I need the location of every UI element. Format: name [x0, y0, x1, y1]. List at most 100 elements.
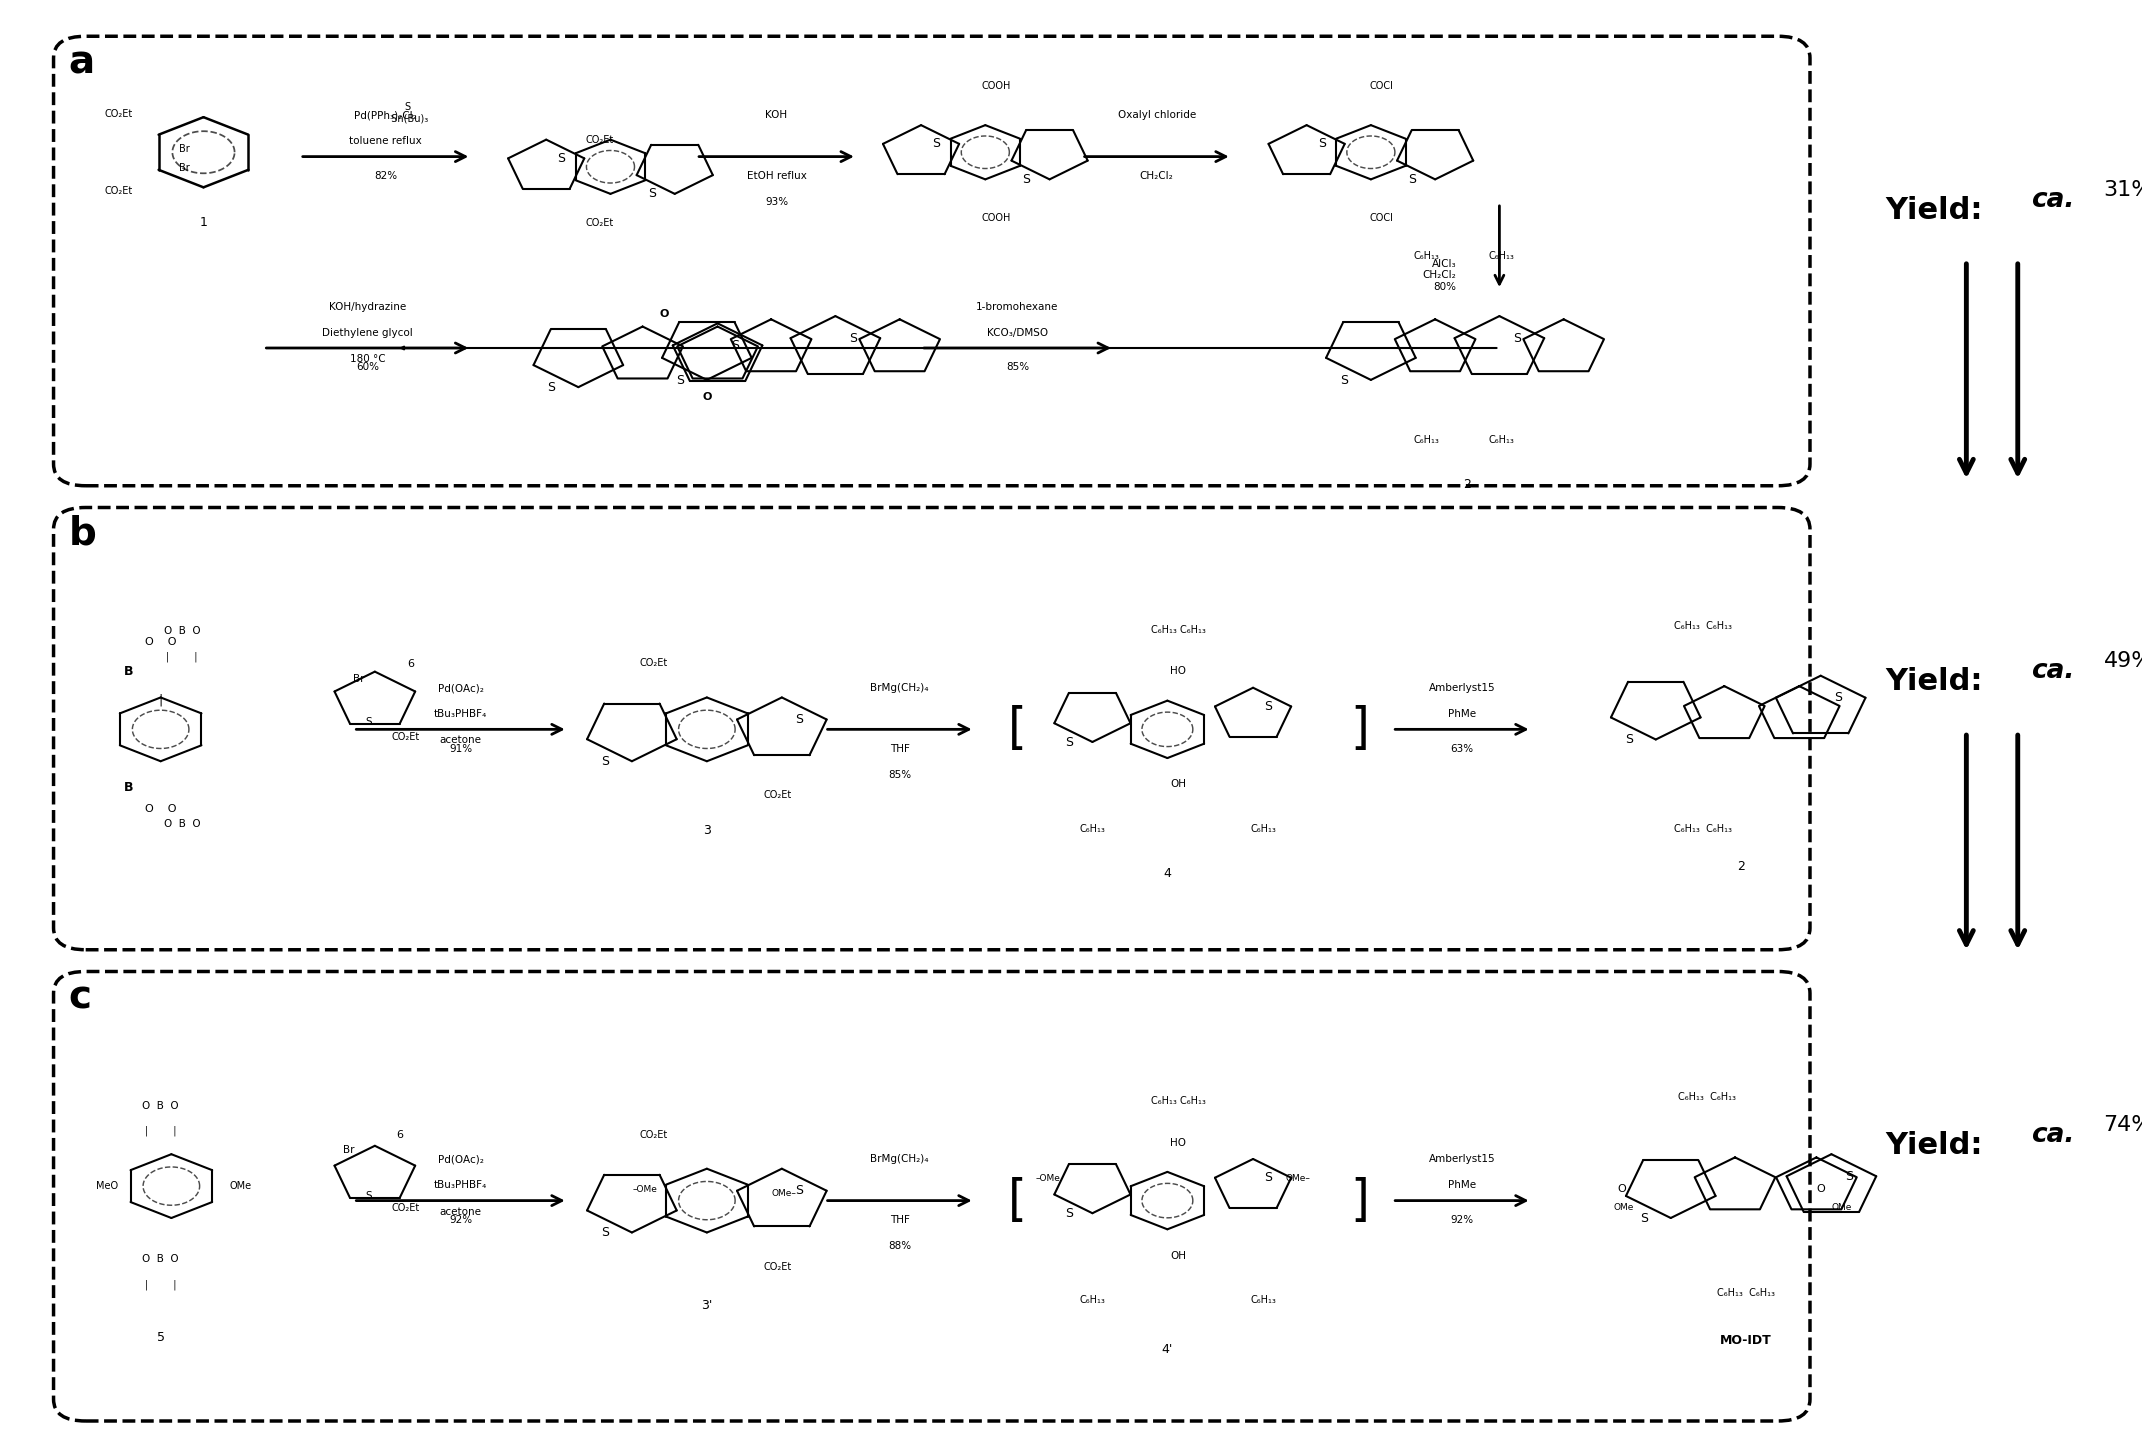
Text: 6: 6	[407, 660, 413, 668]
Text: PhMe: PhMe	[1448, 1180, 1476, 1190]
Text: MO-IDT: MO-IDT	[1720, 1334, 1771, 1347]
Text: OH: OH	[1170, 780, 1187, 789]
Text: ]: ]	[1352, 705, 1369, 754]
Text: S: S	[1022, 173, 1030, 186]
Text: S: S	[1264, 1172, 1272, 1185]
Text: O  B  O: O B O	[141, 1254, 180, 1263]
Text: ca.: ca.	[2031, 187, 2073, 213]
Text: C₆H₁₃: C₆H₁₃	[1489, 435, 1514, 445]
Text: S: S	[795, 1185, 803, 1198]
Text: –OMe: –OMe	[1035, 1174, 1060, 1183]
Text: C₆H₁₃: C₆H₁₃	[1080, 824, 1105, 834]
Text: C₆H₁₃  C₆H₁₃: C₆H₁₃ C₆H₁₃	[1716, 1288, 1776, 1298]
Text: B: B	[124, 666, 133, 677]
Text: 49%: 49%	[2103, 651, 2142, 671]
Text: COCl: COCl	[1369, 81, 1394, 91]
Text: Pd(OAc)₂: Pd(OAc)₂	[437, 683, 484, 693]
Text: C₆H₁₃: C₆H₁₃	[1251, 824, 1277, 834]
Text: S: S	[1834, 692, 1842, 705]
Text: HO: HO	[1170, 667, 1187, 676]
Text: S: S	[364, 718, 373, 726]
Text: 4: 4	[1163, 867, 1172, 880]
Text: O  B  O: O B O	[141, 1102, 180, 1111]
Text: S: S	[1407, 173, 1416, 186]
Text: C₆H₁₃: C₆H₁₃	[1414, 435, 1439, 445]
Text: O: O	[703, 392, 711, 402]
Text: Yield:: Yield:	[1885, 196, 1983, 225]
Text: AlCl₃
CH₂Cl₂
80%: AlCl₃ CH₂Cl₂ 80%	[1422, 260, 1457, 291]
Text: O    O: O O	[146, 638, 176, 647]
Text: 92%: 92%	[450, 1215, 471, 1225]
Text: OMe: OMe	[1831, 1204, 1853, 1212]
Text: KOH/hydrazine: KOH/hydrazine	[328, 302, 407, 312]
Text: S: S	[795, 713, 803, 726]
Text: KOH: KOH	[765, 110, 788, 120]
Text: CO₂Et: CO₂Et	[638, 1130, 668, 1140]
Text: [: [	[1009, 1176, 1026, 1225]
Text: O    O: O O	[146, 805, 176, 813]
Text: KCO₃/DMSO: KCO₃/DMSO	[987, 328, 1047, 338]
Text: |        |: | |	[146, 1125, 176, 1137]
Text: CO₂Et: CO₂Et	[585, 218, 615, 228]
Text: C₆H₁₃ C₆H₁₃: C₆H₁₃ C₆H₁₃	[1150, 625, 1206, 635]
Text: 180 °C: 180 °C	[349, 354, 386, 364]
Text: ]: ]	[1352, 1176, 1369, 1225]
Text: CO₂Et: CO₂Et	[105, 109, 133, 119]
Text: COOH: COOH	[981, 213, 1011, 223]
Text: HO: HO	[1170, 1138, 1187, 1147]
Text: a: a	[69, 44, 94, 81]
Text: b: b	[69, 515, 96, 552]
Text: EtOH reflux: EtOH reflux	[748, 171, 805, 181]
Text: –OMe: –OMe	[632, 1185, 658, 1193]
Text: COOH: COOH	[981, 81, 1011, 91]
Text: 3': 3'	[700, 1299, 713, 1312]
Text: S: S	[730, 339, 739, 352]
Text: O: O	[660, 309, 668, 319]
Text: C₆H₁₃  C₆H₁₃: C₆H₁₃ C₆H₁₃	[1673, 621, 1733, 631]
Text: 88%: 88%	[889, 1241, 910, 1251]
Text: S: S	[1844, 1170, 1853, 1183]
Text: 4': 4'	[1161, 1343, 1174, 1356]
Text: S: S	[1065, 1206, 1073, 1219]
Text: C₆H₁₃: C₆H₁₃	[1251, 1295, 1277, 1305]
Text: CO₂Et: CO₂Et	[585, 135, 615, 145]
Text: B: B	[124, 782, 133, 793]
Text: 60%: 60%	[356, 362, 379, 373]
Text: S: S	[1339, 374, 1347, 387]
Text: Br: Br	[178, 144, 188, 154]
Text: |        |: | |	[146, 1279, 176, 1290]
Text: O  B  O: O B O	[163, 626, 201, 635]
Text: 6: 6	[396, 1131, 403, 1140]
Text: S: S	[1512, 332, 1521, 345]
Text: Yield:: Yield:	[1885, 667, 1983, 696]
Text: BrMg(CH₂)₄: BrMg(CH₂)₄	[870, 683, 930, 693]
Text: Br: Br	[178, 164, 188, 173]
Text: CO₂Et: CO₂Et	[105, 186, 133, 196]
Text: Pd(OAc)₂: Pd(OAc)₂	[437, 1154, 484, 1164]
Text: CH₂Cl₂: CH₂Cl₂	[1140, 171, 1174, 181]
Text: 93%: 93%	[765, 197, 788, 207]
Text: ca.: ca.	[2031, 658, 2073, 684]
Text: PhMe: PhMe	[1448, 709, 1476, 719]
Text: CO₂Et: CO₂Et	[392, 1204, 420, 1212]
Text: 92%: 92%	[1450, 1215, 1474, 1225]
Text: O  B  O: O B O	[163, 819, 201, 828]
Text: Yield:: Yield:	[1885, 1131, 1983, 1160]
Text: [: [	[1009, 705, 1026, 754]
Text: THF: THF	[889, 1215, 910, 1225]
Text: 74%: 74%	[2103, 1115, 2142, 1135]
Text: OMe: OMe	[229, 1182, 251, 1190]
Text: Amberlyst15: Amberlyst15	[1429, 683, 1495, 693]
Text: S: S	[675, 374, 683, 387]
Text: 2: 2	[1737, 860, 1746, 873]
Text: C₆H₁₃: C₆H₁₃	[1080, 1295, 1105, 1305]
Text: Diethylene glycol: Diethylene glycol	[321, 328, 413, 338]
Text: OMe–: OMe–	[1285, 1174, 1311, 1183]
Text: COCl: COCl	[1369, 213, 1394, 223]
Text: toluene reflux: toluene reflux	[349, 136, 422, 146]
Text: 91%: 91%	[450, 744, 471, 754]
Text: S: S	[1317, 138, 1326, 151]
Text: tBu₃PHBF₄: tBu₃PHBF₄	[435, 1180, 486, 1190]
Text: S: S	[1264, 700, 1272, 713]
Text: Oxalyl chloride: Oxalyl chloride	[1118, 110, 1195, 120]
